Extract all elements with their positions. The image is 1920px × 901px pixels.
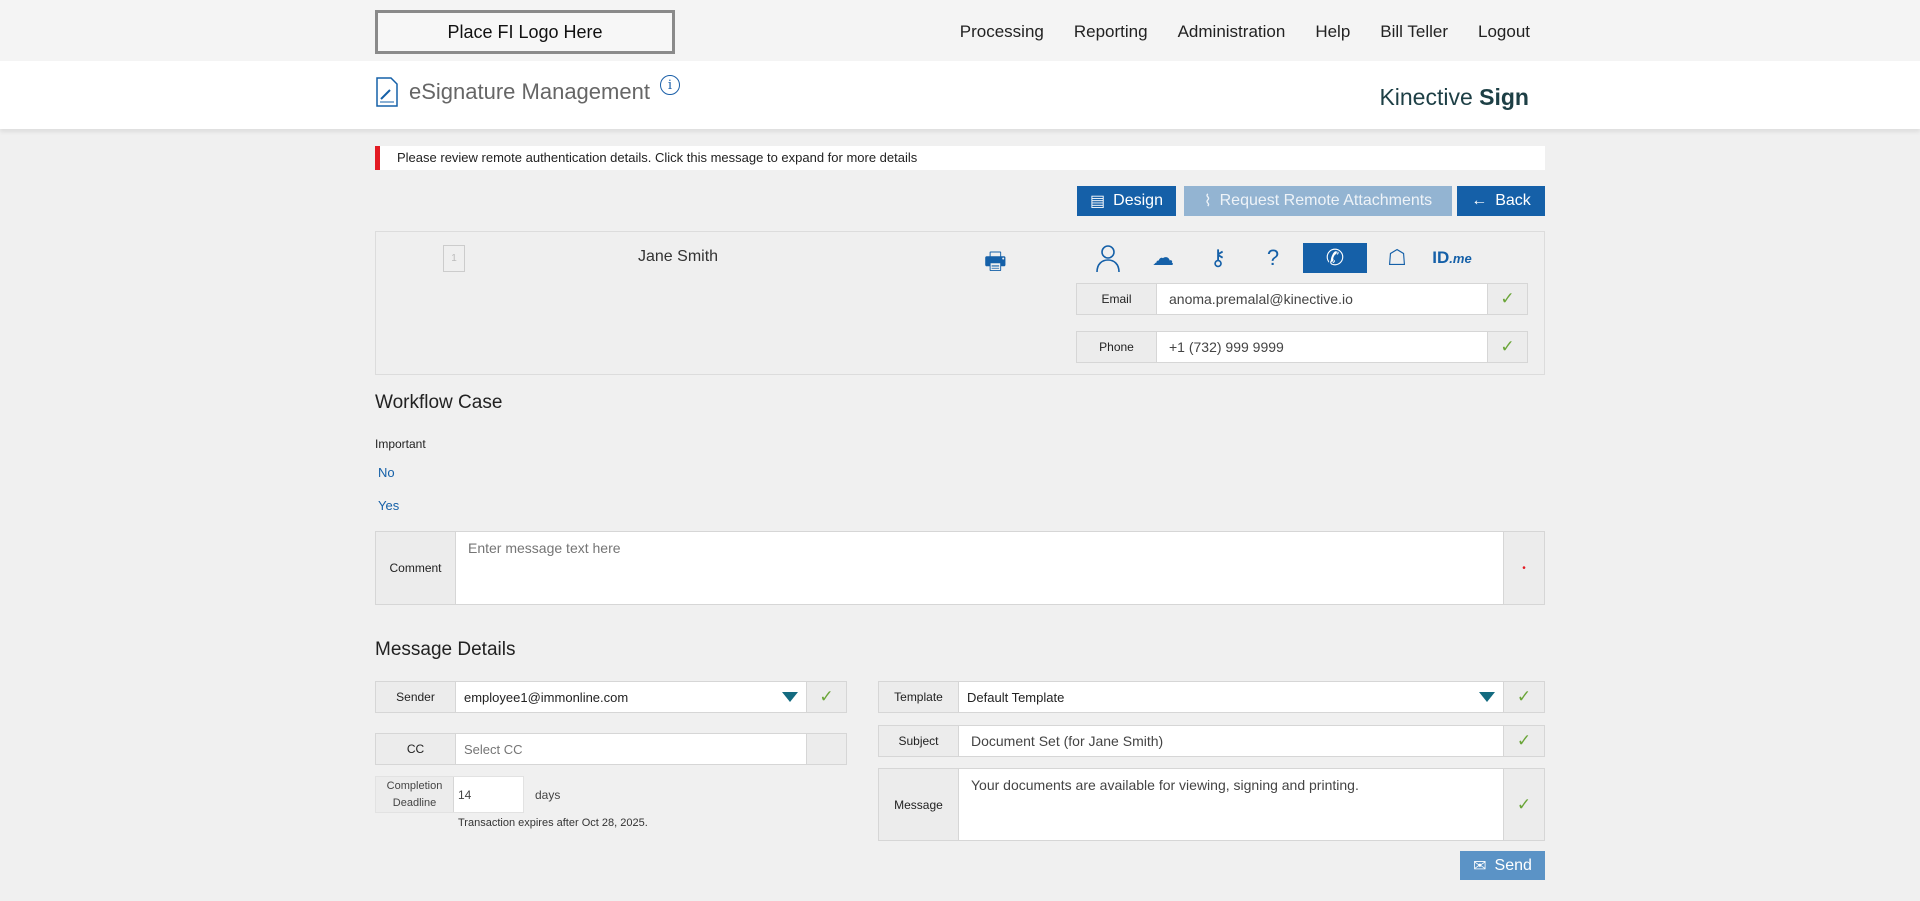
subject-row: Subject Document Set (for Jane Smith) ✓ (878, 725, 1545, 757)
check-icon: ✓ (1503, 769, 1544, 840)
message-details-heading: Message Details (375, 639, 516, 660)
page-title: eSignature Management i (375, 75, 680, 107)
fi-logo-placeholder: Place FI Logo Here (375, 10, 675, 54)
phone-field[interactable]: +1 (732) 999 9999 (1157, 332, 1487, 362)
cloud-question-shield-icon[interactable]: ? (1266, 245, 1280, 270)
template-row: Template Default Template ✓ (878, 681, 1545, 713)
cc-input[interactable] (456, 734, 806, 764)
cc-label: CC (376, 734, 456, 764)
cloud-phone-icon[interactable]: ✆ (1303, 243, 1367, 273)
app-header (0, 61, 1920, 129)
sender-select[interactable]: employee1@immonline.com (456, 682, 806, 712)
check-icon: ✓ (1503, 682, 1544, 712)
deadline-input[interactable] (454, 777, 523, 812)
important-label: Important (375, 437, 426, 451)
dropdown-arrow-icon (782, 692, 798, 702)
important-option-yes[interactable]: Yes (378, 498, 400, 513)
info-icon[interactable]: i (659, 75, 680, 95)
document-count-icon: 1 (443, 245, 465, 272)
printer-icon[interactable]: 🖶 (984, 248, 1007, 275)
cloud-email-icon[interactable]: ☁ (1152, 245, 1174, 270)
email-field[interactable]: anoma.premalal@kinective.io (1157, 284, 1487, 314)
idme-icon[interactable]: ID .me (1432, 248, 1472, 267)
workflow-case-heading: Workflow Case (375, 392, 503, 413)
required-indicator: • (1503, 532, 1544, 604)
important-option-no[interactable]: No (378, 465, 395, 480)
logo-text: Place FI Logo Here (447, 21, 603, 42)
top-nav: Processing Reporting Administration Help… (960, 22, 1530, 42)
person-icon[interactable] (1083, 243, 1133, 273)
nav-user[interactable]: Bill Teller (1380, 22, 1448, 41)
expiration-note: Transaction expires after Oct 28, 2025. (458, 817, 648, 829)
nav-help[interactable]: Help (1315, 22, 1351, 41)
template-label: Template (879, 682, 959, 712)
request-remote-attachments-button[interactable]: ⌇ Request Remote Attachments (1184, 186, 1452, 216)
message-label: Message (879, 769, 959, 840)
arrow-left-icon: ← (1471, 192, 1488, 209)
deadline-unit: days (535, 788, 561, 802)
comment-input[interactable] (456, 532, 1503, 604)
send-button[interactable]: ✉ Send (1460, 851, 1545, 880)
message-row: Message Your documents are available for… (878, 768, 1545, 841)
comment-label: Comment (376, 532, 456, 604)
deadline-row: Completion Deadline (375, 776, 524, 813)
template-select[interactable]: Default Template (959, 682, 1503, 712)
nav-reporting[interactable]: Reporting (1073, 22, 1148, 41)
paperclip-icon: ⌇ (1203, 193, 1212, 210)
check-icon: ✓ (806, 682, 846, 712)
top-bar (0, 0, 1920, 61)
nav-administration[interactable]: Administration (1177, 22, 1286, 41)
document-list-icon: ▤ (1090, 193, 1106, 210)
dropdown-arrow-icon (1479, 692, 1495, 702)
cloud-key-icon[interactable]: ⚷ (1209, 245, 1227, 270)
send-envelope-icon: ✉ (1473, 857, 1487, 875)
signature-document-icon (376, 77, 398, 107)
deadline-label: Completion Deadline (376, 777, 454, 812)
sender-row: Sender employee1@immonline.com ✓ (375, 681, 847, 713)
page-title-text: eSignature Management (409, 79, 650, 104)
auth-methods: ☁ ⚷ ? ✆ ☖ ID .me (1083, 243, 1477, 273)
subject-input[interactable]: Document Set (for Jane Smith) (959, 726, 1503, 756)
email-row: Email anoma.premalal@kinective.io ✓ (1076, 283, 1528, 315)
check-icon: ✓ (1487, 284, 1527, 314)
phone-label: Phone (1077, 332, 1157, 362)
alert-message[interactable]: Please review remote authentication deta… (375, 146, 1545, 170)
comment-row: Comment • (375, 531, 1545, 605)
recipient-name: Jane Smith (638, 248, 719, 265)
brand-logo: Kinective Sign (1379, 84, 1529, 110)
nav-logout[interactable]: Logout (1478, 22, 1530, 41)
design-button[interactable]: ▤ Design (1077, 186, 1176, 216)
subject-label: Subject (879, 726, 959, 756)
message-input[interactable]: Your documents are available for viewing… (959, 769, 1503, 840)
nav-processing[interactable]: Processing (959, 22, 1044, 41)
cc-status (806, 734, 846, 764)
email-label: Email (1077, 284, 1157, 314)
check-icon: ✓ (1503, 726, 1544, 756)
cloud-id-icon[interactable]: ☖ (1387, 245, 1407, 270)
check-icon: ✓ (1487, 332, 1527, 362)
sender-label: Sender (376, 682, 456, 712)
cc-row: CC (375, 733, 847, 765)
phone-row: Phone +1 (732) 999 9999 ✓ (1076, 331, 1528, 363)
back-button[interactable]: ← Back (1457, 186, 1545, 216)
